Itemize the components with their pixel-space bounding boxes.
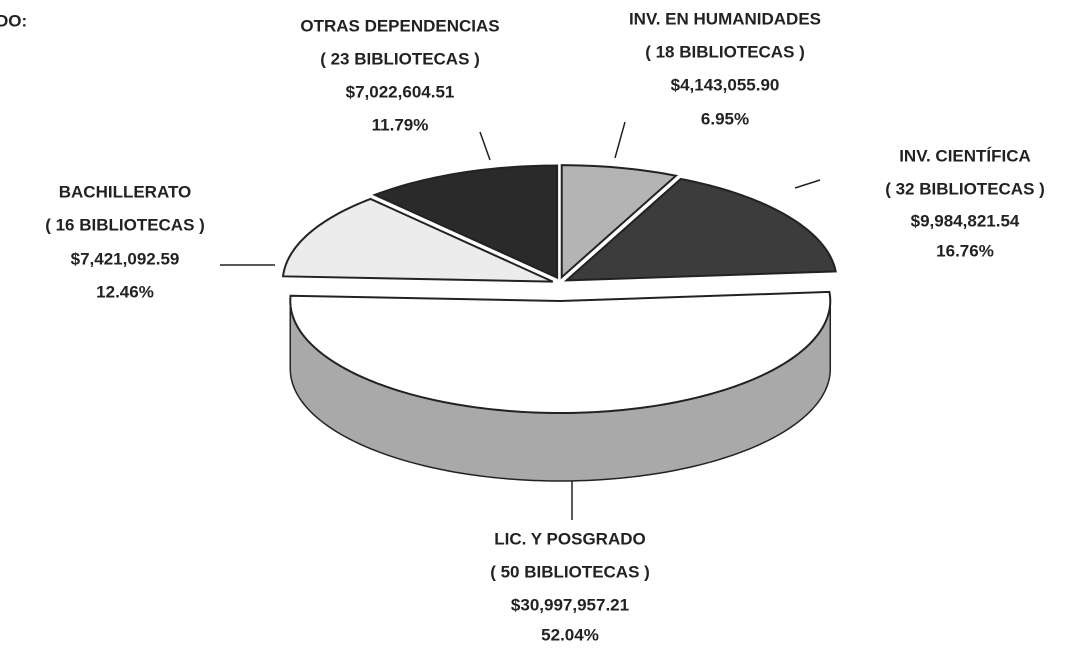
slice-label: ( 50 BIBLIOTECAS ) (490, 562, 650, 581)
slice-label: ( 32 BIBLIOTECAS ) (885, 179, 1045, 198)
slice-label: 52.04% (541, 625, 599, 644)
leader-line (479, 131, 491, 161)
slice-label: ( 16 BIBLIOTECAS ) (45, 215, 205, 234)
slice-label: INV. EN HUMANIDADES (629, 9, 821, 28)
slice-label: $4,143,055.90 (671, 75, 780, 94)
leader-line (614, 121, 626, 159)
slice (281, 197, 554, 283)
slice (372, 164, 559, 280)
slice-label: OTRAS DEPENDENCIAS (300, 16, 499, 35)
slice-label: 12.46% (96, 282, 154, 301)
slice-label: 11.79% (372, 115, 429, 134)
slice-label: $30,997,957.21 (511, 595, 629, 614)
slice-label: $9,984,821.54 (911, 211, 1020, 230)
slice-label: $7,022,604.51 (346, 82, 455, 101)
slice (560, 164, 679, 280)
slice-label: ( 18 BIBLIOTECAS ) (645, 42, 805, 61)
slice-label: BACHILLERATO (59, 182, 192, 201)
slice-label: $7,421,092.59 (71, 249, 180, 268)
slice (289, 290, 832, 414)
slice-label: 16.76% (936, 241, 994, 260)
slice-label: ( 23 BIBLIOTECAS ) (320, 49, 480, 68)
heading: DO: (0, 11, 27, 30)
slice (563, 177, 837, 282)
slice-label: LIC. Y POSGRADO (494, 529, 645, 548)
slice-label: 6.95% (701, 109, 749, 128)
slice-label: INV. CIENTÍFICA (899, 146, 1031, 165)
leader-line (794, 179, 821, 189)
